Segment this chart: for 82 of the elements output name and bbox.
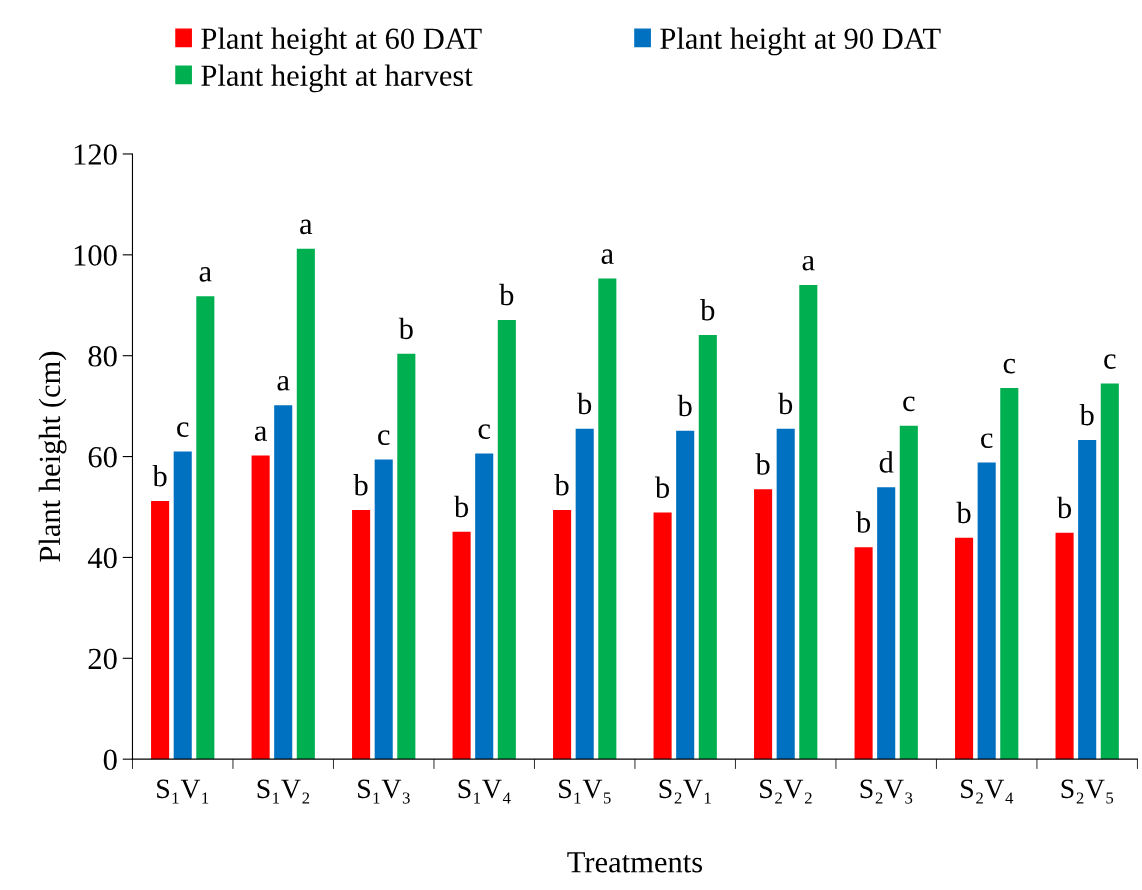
bar — [899, 425, 918, 760]
data-label: b — [398, 317, 413, 340]
y-tick-label: 80 — [88, 345, 117, 367]
bar — [296, 248, 315, 760]
data-label: b — [677, 394, 692, 417]
data-label: b — [577, 392, 592, 415]
y-axis-title: Plant height (cm) — [38, 351, 67, 562]
bar — [553, 510, 572, 760]
x-tick-label: S₂V₂ — [760, 779, 812, 804]
bar — [877, 487, 896, 760]
x-tick-label: S₂V₃ — [860, 779, 913, 804]
data-label: a — [254, 426, 267, 442]
bar — [776, 428, 795, 760]
x-tick-label: S₁V₄ — [458, 779, 511, 804]
data-label: b — [956, 501, 971, 524]
data-label: b — [778, 392, 793, 415]
data-label: b — [855, 511, 871, 533]
data-label: b — [654, 476, 670, 499]
bar — [955, 537, 974, 760]
data-label: b — [554, 473, 569, 496]
data-label: b — [700, 298, 715, 321]
data-label: c — [1104, 354, 1116, 369]
data-label: b — [755, 453, 770, 475]
data-label: c — [378, 430, 390, 446]
data-label: b — [1079, 403, 1094, 426]
data-label: a — [601, 249, 614, 264]
bar — [497, 319, 516, 760]
bar — [173, 451, 192, 760]
bar — [452, 531, 471, 760]
data-label: c — [177, 422, 189, 437]
y-tick-label: 0 — [103, 749, 117, 771]
bar — [598, 278, 617, 760]
data-label: a — [277, 375, 290, 391]
y-tick-label: 20 — [88, 648, 117, 670]
bar — [475, 453, 494, 760]
bar — [251, 455, 270, 760]
y-tick-label: 100 — [74, 245, 117, 266]
x-tick-label: S₁V₂ — [257, 779, 310, 804]
data-label: b — [1056, 496, 1072, 519]
data-label: c — [903, 396, 915, 412]
data-label: c — [981, 433, 993, 449]
x-tick-label: S₁V₁ — [157, 779, 209, 804]
bar — [1078, 439, 1097, 760]
data-label: c — [478, 424, 491, 439]
bar — [151, 500, 170, 760]
data-label: d — [879, 451, 894, 473]
x-tick-label: S₂V₄ — [961, 779, 1014, 804]
y-tick-label: 60 — [88, 446, 117, 468]
data-label: b — [353, 473, 368, 496]
bar — [653, 512, 672, 760]
data-label: b — [453, 495, 469, 518]
x-tick-label: S₁V₃ — [358, 779, 410, 804]
bar — [374, 459, 393, 760]
data-label: c — [1003, 358, 1016, 374]
legend-label: Plant height at harvest — [201, 64, 473, 93]
bar — [397, 353, 416, 760]
bar — [575, 428, 594, 760]
bar — [196, 296, 215, 760]
y-tick-label: 120 — [74, 144, 117, 165]
data-label: a — [802, 255, 815, 271]
x-axis-title: Treatments — [567, 852, 703, 873]
x-tick-label: S₁V₅ — [559, 779, 611, 804]
legend-label: Plant height at 60 DAT — [201, 27, 482, 56]
bar — [754, 489, 773, 760]
data-label: b — [499, 283, 514, 306]
bar — [274, 405, 293, 760]
y-tick-label: 40 — [87, 547, 117, 569]
x-tick-label: S₂V₁ — [659, 779, 711, 804]
data-label: a — [300, 219, 313, 235]
bar — [854, 547, 873, 760]
bar — [1100, 383, 1119, 760]
bar — [698, 335, 717, 760]
data-label: a — [199, 267, 212, 282]
legend-label: Plant height at 90 DAT — [660, 27, 941, 56]
x-tick-label: S₂V₅ — [1061, 779, 1114, 804]
bar — [1055, 532, 1074, 760]
data-label: b — [152, 464, 167, 487]
bar — [799, 285, 818, 760]
bar — [1000, 387, 1019, 760]
bar — [352, 510, 371, 760]
bar — [676, 430, 695, 760]
bar — [977, 462, 996, 760]
